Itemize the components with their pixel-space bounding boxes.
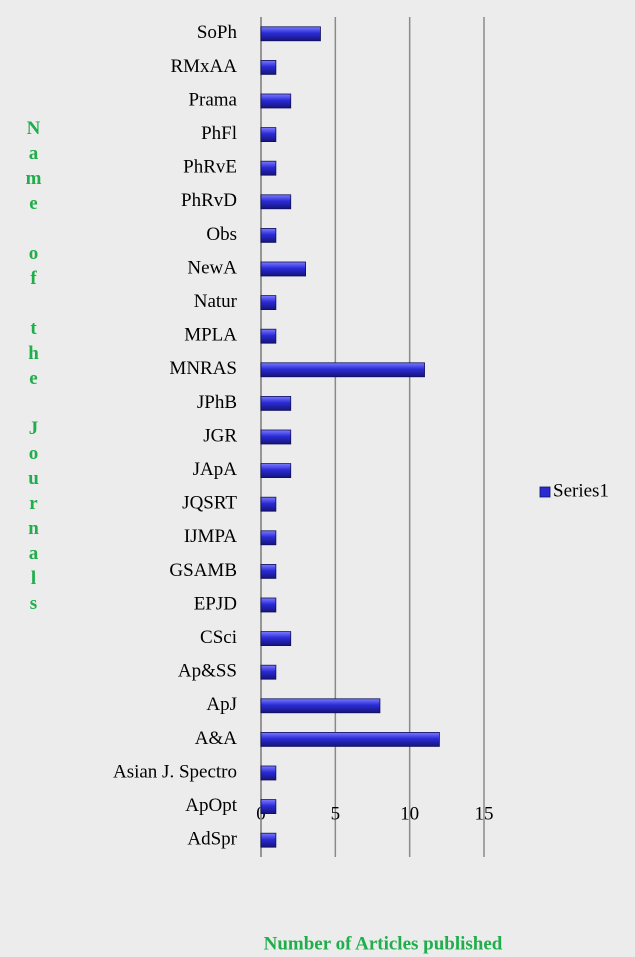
y-tick-label: ApJ	[206, 694, 237, 715]
bar	[260, 160, 277, 176]
bar	[260, 362, 425, 378]
y-tick-label: JQSRT	[182, 493, 237, 514]
bar	[260, 127, 277, 142]
y-tick-label: Asian J. Spectro	[113, 761, 237, 782]
y-tick-label: Ap&SS	[178, 661, 237, 682]
bar	[260, 832, 277, 848]
x-axis-title: Number of Articles published	[264, 933, 503, 954]
bar	[260, 194, 292, 210]
y-tick-label: ApOpt	[185, 795, 237, 816]
y-tick-label: A&A	[195, 728, 238, 749]
bar	[260, 631, 292, 646]
legend-label: Series1	[553, 480, 609, 501]
y-tick-label: GSAMB	[169, 560, 237, 581]
y-tick-label: IJMPA	[184, 526, 237, 547]
bar	[260, 564, 277, 579]
bar	[260, 530, 277, 546]
y-tick-label: JPhB	[197, 392, 237, 413]
bar	[260, 261, 306, 277]
bar	[260, 799, 277, 814]
y-tick-label: CSci	[200, 627, 237, 648]
bar	[260, 295, 277, 311]
bar	[260, 60, 277, 75]
bar	[260, 93, 292, 109]
bar	[260, 328, 277, 344]
bar	[260, 732, 440, 747]
y-tick-label: PhFl	[201, 123, 237, 144]
y-tick-label: Obs	[206, 224, 237, 245]
bar	[260, 597, 277, 613]
x-tick-label: 15	[475, 803, 494, 824]
bar	[260, 395, 292, 411]
y-tick-label: PhRvE	[183, 157, 237, 178]
y-tick-label: PhRvD	[181, 190, 237, 211]
y-tick-label: MNRAS	[169, 358, 237, 379]
y-tick-label: RMxAA	[170, 56, 237, 77]
x-tick-label: 5	[331, 803, 341, 824]
bar	[260, 227, 277, 243]
y-tick-label: NewA	[187, 257, 237, 278]
y-axis-title: Name of the Journals	[23, 118, 44, 618]
x-tick-label: 10	[400, 803, 419, 824]
y-tick-label: JGR	[203, 425, 237, 446]
bar	[260, 765, 277, 781]
y-tick-label: MPLA	[184, 325, 237, 346]
y-tick-label: EPJD	[194, 593, 237, 614]
bar	[260, 698, 381, 714]
bar	[260, 26, 321, 42]
y-tick-label: Prama	[188, 89, 237, 110]
bar	[260, 463, 292, 479]
y-tick-label: Natur	[194, 291, 238, 312]
y-tick-label: JApA	[193, 459, 238, 480]
y-tick-label: SoPh	[197, 22, 238, 43]
bar	[260, 429, 292, 445]
y-tick-label: AdSpr	[187, 829, 237, 850]
legend-swatch	[539, 486, 551, 498]
bar	[260, 664, 277, 680]
bar	[260, 496, 277, 512]
